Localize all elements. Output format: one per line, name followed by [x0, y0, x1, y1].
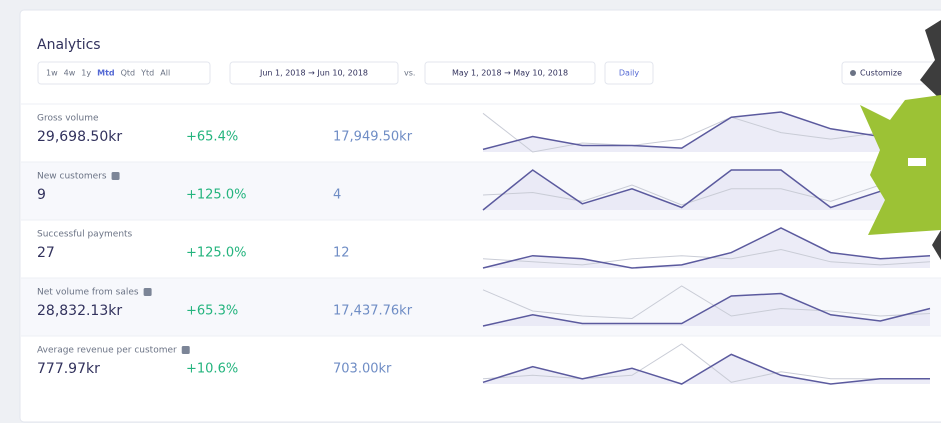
metric-change: +10.6% — [186, 362, 238, 377]
metric-value: 27 — [37, 245, 55, 261]
vs-label: vs. — [404, 69, 415, 78]
button-label[interactable]: Customize — [860, 69, 902, 78]
metric-value: 777.97kr — [37, 361, 100, 377]
range-button[interactable]: 4w — [64, 69, 76, 78]
metric-value: 28,832.13kr — [37, 303, 122, 319]
metric-change: +125.0% — [186, 188, 246, 203]
range-button[interactable]: 1y — [81, 69, 91, 78]
button-label[interactable]: Daily — [619, 69, 640, 78]
metric-label: Average revenue per customer — [37, 346, 177, 356]
metric-change: +65.3% — [186, 304, 238, 319]
metric-label: Gross volume — [37, 114, 99, 124]
dash — [908, 158, 926, 166]
info-icon — [112, 172, 120, 180]
metric-change: +65.4% — [186, 130, 238, 145]
metric-previous: 17,949.50kr — [333, 130, 413, 145]
metric-change: +125.0% — [186, 246, 246, 261]
button-label[interactable]: Jun 1, 2018 → Jun 10, 2018 — [259, 69, 368, 78]
range-button[interactable]: All — [160, 69, 170, 78]
range-button[interactable]: Ytd — [140, 69, 154, 78]
metric-previous: 703.00kr — [333, 362, 392, 377]
metric-value: 9 — [37, 187, 46, 203]
metric-label: Successful payments — [37, 230, 133, 240]
metric-label: Net volume from sales — [37, 288, 139, 298]
info-icon — [182, 346, 190, 354]
metric-previous: 4 — [333, 188, 341, 203]
range-button[interactable]: Mtd — [97, 69, 115, 78]
title: Analytics — [37, 37, 101, 53]
metric-previous: 17,437.76kr — [333, 304, 413, 319]
button-label[interactable]: May 1, 2018 → May 10, 2018 — [452, 69, 568, 78]
analytics-screen: Analytics 1w 4w 1y Mtd Qtd Ytd All Jun 1, 2018 … — [0, 0, 941, 423]
metric-label: New customers — [37, 172, 107, 182]
gear-icon — [850, 70, 856, 76]
info-icon — [144, 288, 152, 296]
page: Analytics 1w 4w 1y Mtd Qtd Ytd All Jun 1, 2018 … — [0, 0, 941, 423]
metric-previous: 12 — [333, 246, 350, 261]
range-button[interactable]: 1w — [46, 69, 58, 78]
range-button[interactable]: Qtd — [121, 69, 136, 78]
metric-value: 29,698.50kr — [37, 129, 122, 145]
